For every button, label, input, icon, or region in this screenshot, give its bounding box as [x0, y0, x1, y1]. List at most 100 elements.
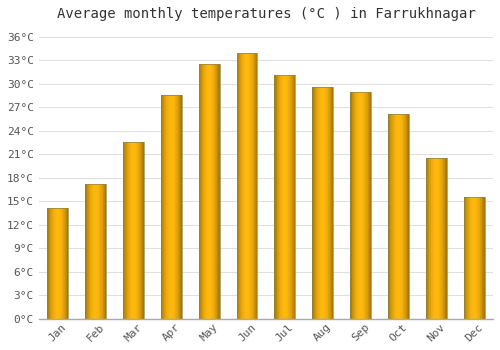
Bar — [284, 75, 285, 319]
Bar — [292, 75, 293, 319]
Bar — [138, 142, 139, 319]
Bar — [475, 197, 476, 319]
Bar — [331, 87, 332, 319]
Bar — [216, 63, 217, 319]
Bar — [274, 75, 275, 319]
Bar — [434, 158, 435, 319]
Bar — [92, 184, 93, 319]
Bar — [207, 63, 208, 319]
Bar — [468, 197, 469, 319]
Bar — [353, 92, 354, 319]
Bar — [327, 87, 328, 319]
Bar — [127, 142, 128, 319]
Bar — [123, 142, 124, 319]
Bar — [245, 52, 246, 319]
Bar — [275, 75, 276, 319]
Bar — [201, 63, 202, 319]
Bar — [52, 208, 53, 319]
Bar — [252, 52, 253, 319]
Bar — [280, 75, 281, 319]
Bar — [176, 95, 177, 319]
Bar — [437, 158, 438, 319]
Bar — [352, 92, 353, 319]
Bar — [350, 92, 351, 319]
Bar — [164, 95, 165, 319]
Bar — [291, 75, 292, 319]
Bar — [398, 114, 399, 319]
Bar — [98, 184, 99, 319]
Bar — [48, 208, 50, 319]
Bar — [54, 208, 55, 319]
Bar — [466, 197, 467, 319]
Bar — [219, 63, 220, 319]
Bar — [178, 95, 179, 319]
Bar — [355, 92, 356, 319]
Bar — [57, 208, 58, 319]
Bar — [170, 95, 172, 319]
Bar — [358, 92, 359, 319]
Bar — [282, 75, 283, 319]
Bar — [477, 197, 478, 319]
Bar — [369, 92, 370, 319]
Bar — [426, 158, 446, 319]
Bar — [56, 208, 57, 319]
Bar — [476, 197, 477, 319]
Bar — [102, 184, 103, 319]
Bar — [432, 158, 433, 319]
Bar — [290, 75, 291, 319]
Bar — [165, 95, 166, 319]
Bar — [208, 63, 209, 319]
Bar — [161, 95, 162, 319]
Bar — [253, 52, 254, 319]
Bar — [64, 208, 66, 319]
Bar — [392, 114, 393, 319]
Bar — [317, 87, 318, 319]
Bar — [276, 75, 277, 319]
Bar — [179, 95, 180, 319]
Bar — [396, 114, 397, 319]
Bar — [58, 208, 59, 319]
Bar — [62, 208, 64, 319]
Bar — [97, 184, 98, 319]
Bar — [210, 63, 211, 319]
Bar — [480, 197, 481, 319]
Bar — [474, 197, 475, 319]
Bar — [125, 142, 126, 319]
Bar — [123, 142, 144, 319]
Bar — [362, 92, 364, 319]
Bar — [248, 52, 249, 319]
Bar — [250, 52, 251, 319]
Bar — [168, 95, 169, 319]
Bar — [104, 184, 106, 319]
Bar — [351, 92, 352, 319]
Bar — [388, 114, 409, 319]
Bar — [174, 95, 175, 319]
Bar — [101, 184, 102, 319]
Bar — [368, 92, 369, 319]
Bar — [390, 114, 391, 319]
Bar — [204, 63, 205, 319]
Bar — [332, 87, 333, 319]
Bar — [206, 63, 207, 319]
Bar — [211, 63, 212, 319]
Bar — [283, 75, 284, 319]
Bar — [180, 95, 181, 319]
Bar — [370, 92, 371, 319]
Bar — [433, 158, 434, 319]
Bar — [394, 114, 395, 319]
Bar — [481, 197, 482, 319]
Bar — [325, 87, 326, 319]
Bar — [364, 92, 366, 319]
Title: Average monthly temperatures (°C ) in Farrukhnagar: Average monthly temperatures (°C ) in Fa… — [56, 7, 476, 21]
Bar — [218, 63, 219, 319]
Bar — [256, 52, 258, 319]
Bar — [217, 63, 218, 319]
Bar — [388, 114, 390, 319]
Bar — [88, 184, 90, 319]
Bar — [274, 75, 295, 319]
Bar — [95, 184, 96, 319]
Bar — [132, 142, 134, 319]
Bar — [244, 52, 245, 319]
Bar — [428, 158, 430, 319]
Bar — [312, 87, 333, 319]
